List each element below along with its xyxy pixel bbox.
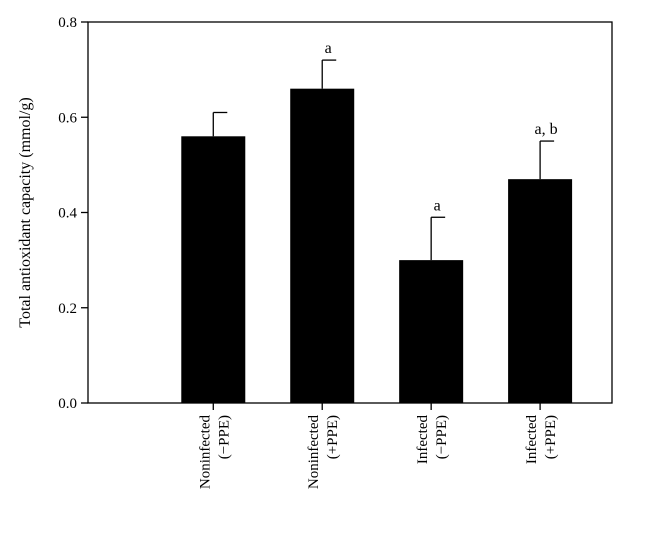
x-tick-label-line: (−PPE) — [434, 415, 450, 459]
x-tick-label-line: (−PPE) — [216, 415, 232, 459]
y-tick-label: 0.6 — [58, 110, 77, 126]
x-tick-label-line: Infected — [415, 415, 431, 465]
y-tick-label: 0.4 — [58, 206, 77, 222]
y-axis-ticks: 0.0 0.2 0.4 0.6 0.8 — [58, 15, 88, 412]
x-tick-label-line: (+PPE) — [325, 415, 341, 459]
x-tick-label: Infected (+PPE) — [524, 415, 559, 465]
y-axis-title: Total antioxidant capacity (mmol/g) — [17, 97, 34, 327]
x-axis-tick-labels: Noninfected (−PPE) Noninfected (+PPE) Infect… — [197, 403, 559, 489]
y-tick-label: 0.0 — [58, 396, 77, 412]
bars-group: a a a, b — [181, 40, 573, 404]
x-tick-label: Noninfected (−PPE) — [197, 415, 232, 490]
plot-frame — [87, 21, 613, 404]
x-tick-label-line: (+PPE) — [543, 415, 559, 459]
bar — [181, 136, 246, 404]
x-tick-label: Noninfected (+PPE) — [306, 415, 341, 490]
bar — [399, 260, 464, 403]
x-tick-label-line: Infected — [524, 415, 540, 465]
x-tick-label-line: Noninfected — [306, 415, 322, 490]
x-tick-label: Infected (−PPE) — [415, 415, 450, 465]
significance-label: a, b — [535, 121, 558, 138]
y-tick-label: 0.2 — [58, 301, 77, 317]
significance-label: a — [434, 197, 441, 214]
bar — [508, 179, 573, 403]
x-tick-label-line: Noninfected — [197, 415, 213, 490]
significance-label: a — [325, 40, 332, 57]
bar — [290, 88, 355, 404]
y-tick-label: 0.8 — [58, 15, 77, 31]
